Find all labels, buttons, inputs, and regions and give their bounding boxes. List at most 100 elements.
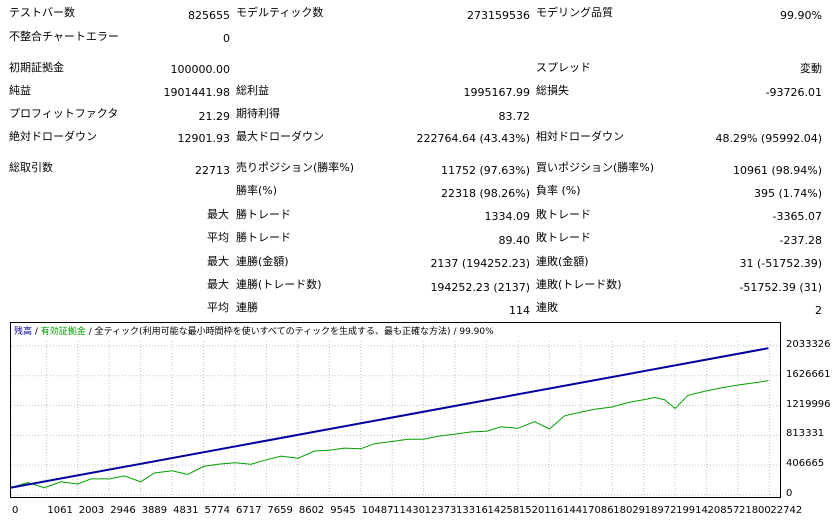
legend-quality: 99.90% <box>459 327 494 337</box>
mismatch-errors-value: 0 <box>223 32 230 45</box>
largest-win-label: 勝トレード <box>236 208 291 221</box>
y-tick-label: 813331 <box>786 428 825 440</box>
max-consec-profit-prefix: 最大 <box>207 278 229 291</box>
x-tick-label: 9545 <box>330 505 356 516</box>
y-tick-label: 1219996 <box>786 398 831 410</box>
model-quality-label: モデリング品質 <box>536 6 613 19</box>
mismatch-errors-label: 不整合チャートエラー <box>9 30 119 43</box>
x-tick-label: 2946 <box>110 505 136 516</box>
gross-loss-label: 総損失 <box>536 84 569 97</box>
average-win-value: 89.40 <box>498 234 531 247</box>
initial-deposit-label: 初期証拠金 <box>9 61 64 74</box>
model-quality-value: 99.90% <box>780 9 822 22</box>
loss-rate-value: 395 (1.74%) <box>753 187 822 200</box>
average-prefix: 平均 <box>207 231 229 244</box>
y-tick-label: 0 <box>786 488 793 499</box>
max-drawdown-label: 最大ドローダウン <box>236 130 324 143</box>
win-rate-label: 勝率(%) <box>236 184 278 197</box>
max-consec-losses-label: 連敗(金額) <box>536 255 589 268</box>
max-consec-losses-value: 31 (-51752.39) <box>739 257 822 270</box>
profit-factor-label: プロフィットファクタ <box>9 107 119 120</box>
test-bars-label: テストバー数 <box>9 6 75 19</box>
avg-consec-prefix: 平均 <box>207 301 229 314</box>
x-tick-label: 19914 <box>676 505 708 516</box>
x-tick-label: 13316 <box>456 505 488 516</box>
x-tick-label: 7659 <box>267 505 293 516</box>
x-tick-label: 17086 <box>581 505 614 516</box>
average-loss-value: -237.28 <box>779 234 822 247</box>
balance-chart <box>10 322 781 498</box>
abs-drawdown-value: 12901.93 <box>177 132 231 145</box>
average-win-label: 勝トレード <box>236 231 291 244</box>
avg-consec-wins-value: 114 <box>509 304 530 317</box>
x-tick-label: 12373 <box>424 505 457 516</box>
model-ticks-label: モデルティック数 <box>236 6 324 19</box>
x-tick-label: 18029 <box>613 505 646 516</box>
x-tick-label: 3889 <box>141 505 168 516</box>
x-tick-label: 20857 <box>707 505 740 516</box>
abs-drawdown-label: 絶対ドローダウン <box>9 130 97 143</box>
max-consec-profit-label: 連勝(トレード数) <box>236 278 322 291</box>
x-tick-label: 5774 <box>204 505 230 516</box>
balance-line <box>11 347 769 489</box>
avg-consec-losses-label: 連敗 <box>536 301 558 314</box>
spread-label: スプレッド <box>536 61 591 74</box>
y-tick-label: 2033326 <box>786 338 831 350</box>
net-profit-label: 純益 <box>9 84 31 97</box>
long-positions-value: 10961 (98.94%) <box>732 164 822 177</box>
max-consec-wins-label: 連勝(金額) <box>236 255 289 268</box>
x-tick-label: 16144 <box>550 505 583 516</box>
largest-loss-label: 敗トレード <box>536 208 591 221</box>
avg-consec-losses-value: 2 <box>815 304 822 317</box>
x-tick-label: 6717 <box>235 505 262 516</box>
win-rate-value: 22318 (98.26%) <box>440 187 530 200</box>
max-consec-loss-label: 連敗(トレード数) <box>536 278 622 291</box>
largest-win-value: 1334.09 <box>484 210 531 223</box>
max-consec-prefix: 最大 <box>207 255 229 268</box>
x-tick-label: 8602 <box>298 505 325 516</box>
model-ticks-value: 273159536 <box>467 9 530 22</box>
profit-factor-value: 21.29 <box>198 110 231 123</box>
x-tick-label: 22742 <box>770 505 803 516</box>
total-trades-label: 総取引数 <box>9 161 53 174</box>
loss-rate-label: 負率 (%) <box>536 184 581 197</box>
largest-loss-value: -3365.07 <box>772 210 822 223</box>
equity-line <box>11 380 769 489</box>
x-tick-label: 0 <box>12 505 19 516</box>
expected-payoff-label: 期待利得 <box>236 107 280 120</box>
test-bars-value: 825655 <box>188 9 230 22</box>
gross-profit-label: 総利益 <box>236 84 269 97</box>
gross-loss-value: -93726.01 <box>765 86 822 99</box>
x-tick-label: 15201 <box>518 505 551 516</box>
gross-profit-value: 1995167.99 <box>463 86 530 99</box>
rel-drawdown-value: 48.29% (95992.04) <box>715 132 822 145</box>
x-tick-label: 1061 <box>47 505 73 516</box>
net-profit-value: 1901441.98 <box>163 86 230 99</box>
x-tick-label: 21800 <box>738 505 771 516</box>
short-positions-label: 売りポジション(勝率%) <box>236 161 355 174</box>
average-loss-label: 敗トレード <box>536 231 591 244</box>
x-tick-label: 2003 <box>78 505 105 516</box>
x-tick-label: 4831 <box>173 505 199 516</box>
max-drawdown-value: 222764.64 (43.43%) <box>416 132 530 145</box>
initial-deposit-value: 100000.00 <box>170 63 231 76</box>
short-positions-value: 11752 (97.63%) <box>440 164 530 177</box>
avg-consec-wins-label: 連勝 <box>236 301 258 314</box>
x-tick-label: 14258 <box>487 505 520 516</box>
chart-legend: 残高 / 有効証拠金 / 全ティック(利用可能な最小時間枠を使いすべてのティック… <box>14 327 494 337</box>
rel-drawdown-label: 相対ドローダウン <box>536 130 624 143</box>
y-tick-label: 1626661 <box>786 368 831 380</box>
expected-payoff-value: 83.72 <box>498 110 531 123</box>
spread-value: 変動 <box>800 62 822 75</box>
total-trades-value: 22713 <box>195 164 230 177</box>
legend-equity: 有効証拠金 <box>40 327 86 337</box>
max-consec-loss-value: -51752.39 (31) <box>739 281 822 294</box>
y-tick-label: 406665 <box>786 458 825 470</box>
x-tick-label: 10487 <box>361 505 394 516</box>
max-consec-wins-value: 2137 (194252.23) <box>430 257 530 270</box>
legend-model: 全ティック(利用可能な最小時間枠を使いすべてのティックを生成する、最も正確な方法… <box>94 327 451 337</box>
x-tick-label: 11430 <box>393 505 425 516</box>
x-tick-label: 18972 <box>644 505 677 516</box>
largest-prefix: 最大 <box>207 208 229 221</box>
legend-balance: 残高 <box>14 327 33 337</box>
